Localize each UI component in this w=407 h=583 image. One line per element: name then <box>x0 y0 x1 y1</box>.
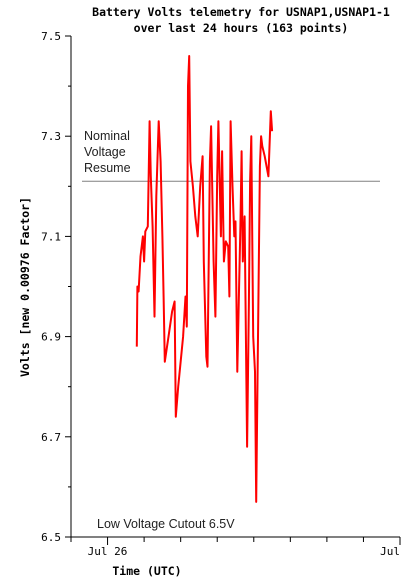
x-axis: Jul 26 Jul 27 <box>70 536 407 558</box>
series-line <box>135 55 274 503</box>
chart-title-line-1: Battery Volts telemetry for USNAP1,USNAP… <box>92 5 390 19</box>
x-tick-label: Jul 27 <box>380 545 407 558</box>
y-tick-label: 6.5 <box>41 531 61 544</box>
y-tick-label: 6.9 <box>41 331 61 344</box>
y-tick-label: 7.1 <box>41 230 61 243</box>
x-axis-label: Time (UTC) <box>112 564 181 578</box>
chart-title-line-2: over last 24 hours (163 points) <box>134 21 349 35</box>
nominal-voltage-label: Voltage <box>84 145 126 159</box>
y-tick-label: 6.7 <box>41 431 61 444</box>
nominal-voltage-label: Resume <box>84 161 131 175</box>
annotations: Nominal Voltage Resume Low Voltage Cutout 6… <box>82 129 380 531</box>
nominal-voltage-label: Nominal <box>84 129 130 143</box>
y-axis-label: Volts [new 0.00976 Factor] <box>18 197 32 377</box>
y-axis: 6.5 6.7 6.9 7.1 7.3 7.5 <box>41 30 72 544</box>
low-voltage-cutout-label: Low Voltage Cutout 6.5V <box>97 517 235 531</box>
x-tick-label: Jul 26 <box>88 545 128 558</box>
y-tick-label: 7.5 <box>41 30 61 43</box>
series-layer <box>135 55 274 503</box>
y-tick-label: 7.3 <box>41 130 61 143</box>
